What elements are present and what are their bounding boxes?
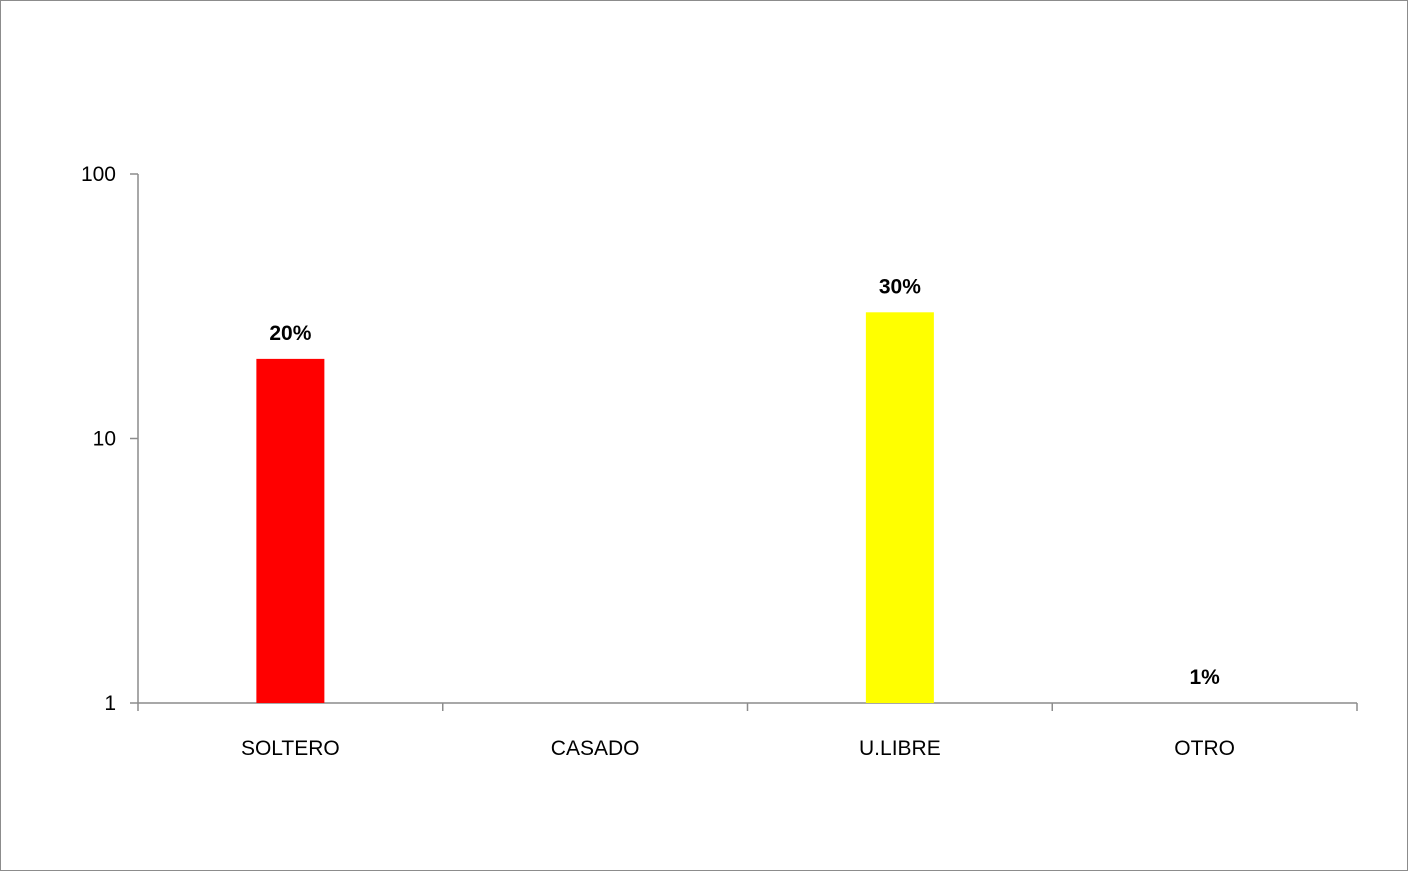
y-tick-label: 100 [81, 163, 116, 186]
data-label: 20% [269, 322, 311, 345]
x-category-label: CASADO [551, 737, 640, 760]
y-axis-ticks: 1 10 100 [81, 163, 138, 715]
bars-group [256, 312, 934, 703]
data-labels-group: 20% 30% 1% [269, 275, 1220, 689]
category-labels-group: SOLTERO CASADO U.LIBRE OTRO [241, 737, 1235, 760]
data-label: 30% [879, 275, 921, 298]
x-category-label: OTRO [1174, 737, 1235, 760]
x-axis-ticks [137, 703, 1358, 711]
y-tick-label: 10 [93, 428, 116, 451]
x-category-label: SOLTERO [241, 737, 340, 760]
x-category-label: U.LIBRE [859, 737, 941, 760]
data-label: 1% [1189, 666, 1220, 689]
bar-soltero [256, 358, 325, 703]
bar-u-libre [865, 312, 934, 703]
y-tick-label: 1 [104, 692, 116, 715]
